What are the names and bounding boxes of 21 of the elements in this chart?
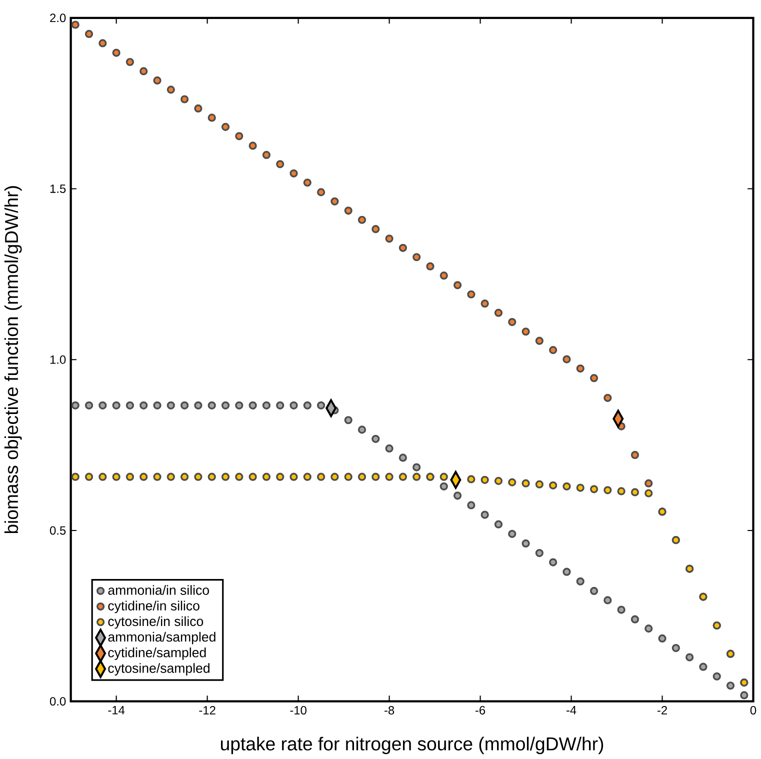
legend-label: cytosine/in silico — [108, 616, 204, 629]
legend-label: ammonia/sampled — [108, 632, 216, 645]
legend-label: ammonia/in silico — [108, 585, 209, 596]
x-tick-label: -12 — [199, 706, 216, 715]
y-tick-label: 0.5 — [50, 526, 66, 535]
x-tick-label: 0 — [750, 706, 756, 715]
legend-label: cytidine/in silico — [108, 600, 200, 614]
y-tick-label: 2.0 — [50, 14, 66, 22]
x-tick-label: -4 — [566, 706, 576, 714]
x-tick-label: -8 — [384, 706, 394, 715]
legend-label: cytidine/sampled — [108, 648, 206, 660]
y-tick-label: 1.0 — [50, 356, 66, 364]
x-tick-label: -10 — [290, 706, 306, 715]
x-tick-label: -2 — [657, 706, 667, 715]
y-tick-label: 0.0 — [50, 697, 66, 706]
y-axis-title: biomass objective function (mmol/gDW/hr) — [4, 186, 22, 534]
x-tick-label: -6 — [476, 706, 486, 715]
legend-label: cytosine/sampled — [108, 663, 210, 676]
x-axis-title: uptake rate for nitrogen source (mmol/gDW/hr) — [221, 737, 604, 754]
y-tick-label: 1.5 — [50, 184, 66, 194]
x-tick-label: -14 — [108, 706, 125, 714]
